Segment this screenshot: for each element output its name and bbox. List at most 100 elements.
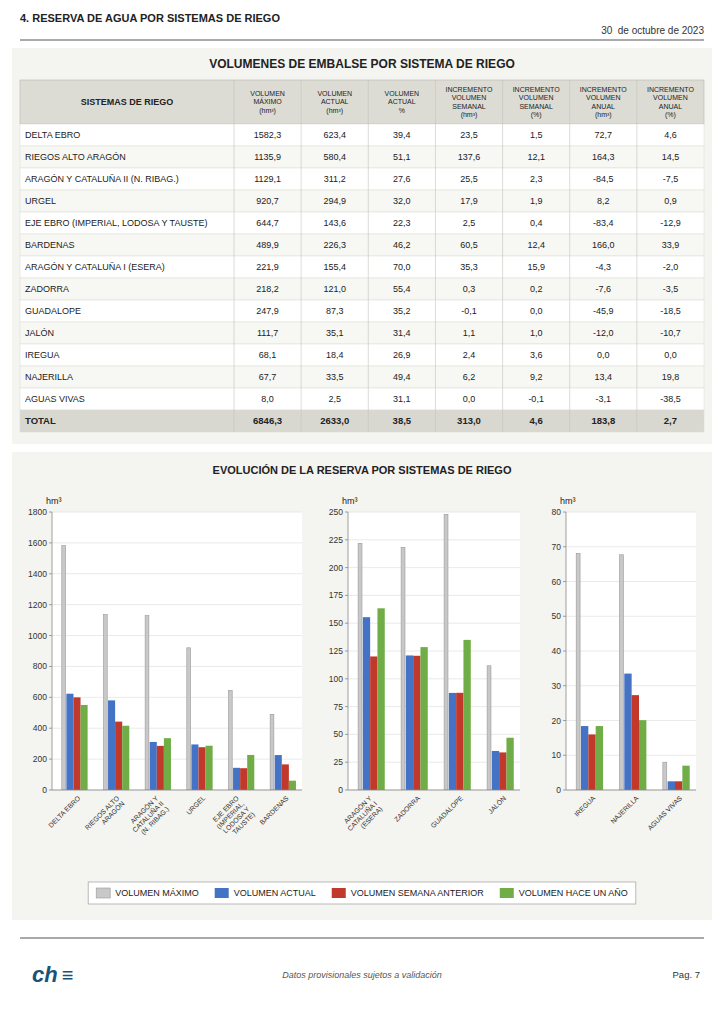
chart-title: EVOLUCIÓN DE LA RESERVA POR SISTEMAS DE … bbox=[213, 464, 512, 476]
cell-value: 0,3 bbox=[463, 284, 476, 294]
y-tick bbox=[563, 720, 566, 721]
cell-value: 294,9 bbox=[323, 196, 346, 206]
table-row bbox=[20, 256, 704, 278]
bar bbox=[157, 746, 164, 790]
x-tick-label: IREGUA bbox=[573, 794, 597, 818]
x-tick-label-group: ARAGÓN YCATALUÑA II(N. RIBAG.) bbox=[125, 793, 171, 839]
text-line: INCREMENTO bbox=[647, 86, 694, 93]
y-tick bbox=[49, 604, 52, 605]
x-tick-label-group: ZADORRA bbox=[393, 794, 422, 823]
bar bbox=[247, 755, 254, 790]
cell-value: -3,1 bbox=[596, 394, 612, 404]
grid-line bbox=[348, 651, 520, 652]
bar bbox=[115, 722, 122, 790]
y-tick bbox=[345, 623, 348, 624]
cell-value: 9,2 bbox=[530, 372, 543, 382]
text-line: VOLUMEN bbox=[653, 94, 688, 101]
x-tick-label-group: GUADALOPE bbox=[429, 794, 464, 829]
text-line: ANUAL bbox=[659, 103, 682, 110]
bar bbox=[487, 666, 491, 790]
row-name: EJE EBRO (IMPERIAL, LODOSA Y TAUSTE) bbox=[25, 218, 207, 228]
cell-value: 2,7 bbox=[664, 415, 677, 426]
bar bbox=[668, 781, 675, 790]
cell-value: 489,9 bbox=[256, 240, 279, 250]
y-tick bbox=[345, 651, 348, 652]
row-name: TOTAL bbox=[25, 415, 56, 426]
plot-area bbox=[52, 512, 302, 790]
bar bbox=[596, 726, 603, 790]
cell-value: 221,9 bbox=[256, 262, 279, 272]
row-name: URGEL bbox=[25, 196, 56, 206]
cell-value: 920,7 bbox=[256, 196, 279, 206]
page-title: 4. RESERVA DE AGUA POR SISTEMAS DE RIEGO bbox=[20, 12, 280, 24]
x-tick-label: NAJERILLA bbox=[609, 794, 640, 825]
cell-value: -18,5 bbox=[660, 306, 681, 316]
row-name: AGUAS VIVAS bbox=[25, 394, 85, 404]
cell-value: 31,1 bbox=[393, 394, 411, 404]
plot-area bbox=[566, 512, 696, 790]
cell-value: 155,4 bbox=[323, 262, 346, 272]
bar-chart: 01020304050607080hm³IREGUANAJERILLAAGUAS… bbox=[552, 496, 696, 831]
legend-label: VOLUMEN SEMANA ANTERIOR bbox=[351, 888, 485, 898]
x-tick-label-group: RIEGOS ALTOARAGÓN bbox=[84, 794, 126, 836]
bar bbox=[150, 742, 157, 790]
legend-label: VOLUMEN MÁXIMO bbox=[115, 888, 199, 898]
bar bbox=[289, 781, 296, 790]
bar bbox=[66, 694, 73, 790]
cell-value: 0,9 bbox=[664, 196, 677, 206]
y-tick bbox=[345, 595, 348, 596]
text-line: SISTEMAS DE RIEGO bbox=[81, 97, 174, 107]
y-axis bbox=[52, 512, 53, 790]
cell-value: 1129,1 bbox=[254, 174, 281, 184]
cell-value: 13,4 bbox=[595, 372, 613, 382]
text-line: AGUAS VIVAS bbox=[646, 794, 683, 831]
y-tick-label: 20 bbox=[552, 716, 562, 726]
text-line: VOLUMEN bbox=[250, 90, 285, 97]
y-tick bbox=[563, 755, 566, 756]
text-line: JALÓN bbox=[486, 794, 507, 815]
y-tick-label: 0 bbox=[338, 785, 343, 795]
page-date: 30 de octubre de 2023 bbox=[601, 25, 704, 36]
x-tick-label-group: BARDENAS bbox=[258, 794, 290, 826]
column-header: INCREMENTOVOLUMENANUAL(hm³) bbox=[580, 86, 627, 120]
cell-value: -7,5 bbox=[663, 174, 679, 184]
y-tick bbox=[49, 573, 52, 574]
x-tick-label-group: AGUAS VIVAS bbox=[646, 794, 683, 831]
y-tick bbox=[345, 512, 348, 513]
cell-value: 166,0 bbox=[592, 240, 615, 250]
cell-value: 14,5 bbox=[662, 152, 680, 162]
cell-value: -38,5 bbox=[660, 394, 681, 404]
y-tick-label: 70 bbox=[552, 542, 562, 552]
table-row bbox=[20, 278, 704, 300]
bar bbox=[449, 693, 456, 790]
y-tick-label: 60 bbox=[552, 577, 562, 587]
cell-value: 0,0 bbox=[530, 306, 543, 316]
logo: ch bbox=[32, 962, 58, 987]
bar bbox=[620, 555, 624, 790]
y-tick bbox=[345, 539, 348, 540]
cell-value: -10,7 bbox=[660, 328, 681, 338]
bar bbox=[108, 700, 115, 790]
legend-swatch bbox=[215, 888, 229, 898]
text-line: IREGUA bbox=[573, 794, 597, 818]
text-line: VOLUMEN bbox=[452, 94, 487, 101]
plot-area bbox=[348, 512, 520, 790]
grid-line bbox=[566, 581, 696, 582]
y-tick bbox=[49, 542, 52, 543]
bar bbox=[282, 764, 289, 790]
text-line: (hm³) bbox=[461, 111, 478, 119]
cell-value: -12,0 bbox=[593, 328, 614, 338]
x-tick-label: AGUAS VIVAS bbox=[646, 794, 683, 831]
cell-value: 70,0 bbox=[393, 262, 411, 272]
cell-value: -2,0 bbox=[663, 262, 679, 272]
bar bbox=[377, 608, 384, 790]
y-axis-label: hm³ bbox=[560, 496, 576, 506]
cell-value: 226,3 bbox=[323, 240, 346, 250]
grid-line bbox=[348, 512, 520, 513]
y-tick bbox=[563, 616, 566, 617]
grid-line bbox=[348, 595, 520, 596]
text-line: MÁXIMO bbox=[253, 97, 282, 105]
bar bbox=[420, 647, 427, 790]
row-name: JALÓN bbox=[25, 328, 54, 338]
y-tick bbox=[49, 666, 52, 667]
